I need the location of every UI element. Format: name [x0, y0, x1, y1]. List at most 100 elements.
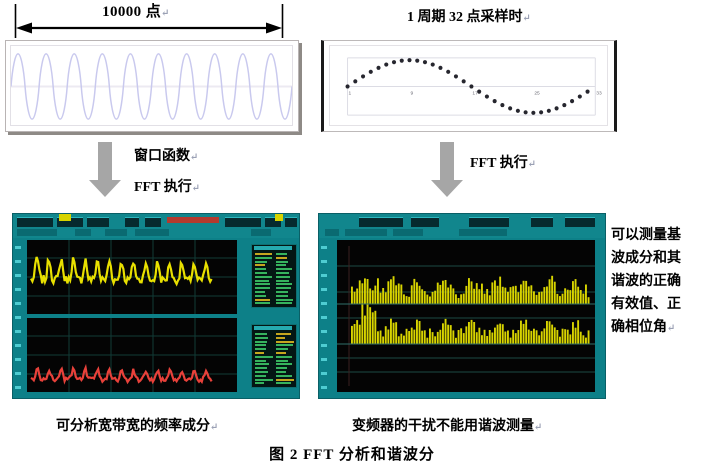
spectrum-bar	[379, 330, 382, 344]
spectrum-display-right[interactable]	[337, 240, 595, 392]
caption-right-text: 变频器的干扰不能用谐波测量	[352, 419, 534, 434]
spectrum-bar	[426, 294, 429, 304]
spectrum-bar	[585, 337, 587, 344]
spectrum-bar	[447, 324, 450, 344]
spectrum-bar	[468, 322, 470, 344]
table-row	[255, 359, 267, 362]
spectrum-bar	[442, 280, 444, 304]
table-row	[276, 264, 286, 267]
spectrum-bar	[431, 332, 434, 344]
table-row	[255, 363, 269, 366]
spectrum-bar	[525, 319, 528, 344]
spectrum-bar	[548, 321, 551, 344]
dimension-value: 10000 点	[102, 4, 162, 20]
spectrum-bar	[444, 318, 447, 344]
table-row	[255, 272, 267, 274]
spectrum-bar	[387, 329, 390, 344]
spectrum-bar	[444, 280, 447, 304]
spectrum-bar	[392, 276, 395, 304]
spectrum-bar	[491, 332, 494, 344]
sample-point	[368, 69, 373, 74]
spectrum-bar	[509, 337, 512, 344]
sample-point	[353, 79, 358, 84]
spectrum-bar	[423, 330, 426, 344]
spectrum-trace-red	[27, 318, 237, 392]
spectrum-bar	[559, 336, 561, 344]
spectrum-bar	[408, 296, 411, 304]
spectrum-display-lower-left[interactable]	[27, 318, 237, 392]
spectrum-bar	[439, 284, 442, 304]
down-arrow-left	[89, 142, 121, 197]
spectrum-bar	[452, 330, 455, 344]
spectrum-bar	[504, 331, 507, 344]
x-tick-label: 1	[349, 90, 352, 96]
table-row	[255, 291, 265, 293]
spectrum-bar	[400, 284, 403, 304]
spectrum-bar	[431, 291, 434, 304]
spectrum-bar	[390, 279, 392, 304]
spectrum-bar	[442, 323, 444, 344]
table-row	[276, 344, 294, 347]
spectrum-bar	[429, 296, 431, 304]
spectrum-bar	[473, 288, 476, 304]
spectrum-bar	[358, 280, 361, 304]
spectrum-bar	[561, 328, 564, 344]
table-row	[276, 374, 292, 377]
chassis-tick	[321, 386, 327, 389]
spectrum-bar	[377, 278, 379, 304]
table-row	[276, 378, 294, 381]
spectrum-bar	[520, 320, 522, 344]
instrument-screenshot-right[interactable]	[318, 213, 606, 399]
instrument-toolbar-left[interactable]	[13, 214, 299, 238]
spectrum-bar	[587, 330, 590, 344]
spectrum-bar	[572, 281, 574, 304]
spectrum-display-upper-left[interactable]	[27, 240, 237, 314]
spectrum-bar	[527, 286, 530, 304]
sample-point	[384, 62, 389, 67]
sample-point	[461, 79, 466, 84]
spectrum-bar	[517, 292, 520, 304]
instrument-toolbar-right[interactable]	[319, 214, 605, 238]
spectrum-bar	[369, 288, 372, 304]
table-row	[276, 302, 292, 305]
pilcrow-mark: ↵	[191, 183, 201, 194]
spectrum-bar	[455, 294, 457, 304]
spectrum-bar	[384, 326, 387, 344]
spectrum-bar	[421, 289, 424, 304]
table-row	[255, 283, 271, 286]
pilcrow-mark: ↵	[190, 152, 199, 163]
table-row	[255, 279, 269, 282]
spectrum-bar	[566, 329, 569, 344]
table-row	[255, 355, 273, 358]
sample-point	[345, 84, 350, 89]
spectrum-bar	[379, 292, 382, 304]
instrument-screenshot-left[interactable]	[12, 213, 300, 399]
spectrum-bar	[488, 330, 491, 344]
spectrum-bar	[551, 275, 554, 304]
note-line-4: 有效值、正	[611, 297, 681, 312]
spectrum-bar	[512, 329, 515, 344]
spectrum-bar	[520, 284, 522, 304]
x-tick-label: 25	[534, 90, 540, 96]
spectrum-bar	[577, 286, 580, 304]
spectrum-bar	[543, 287, 546, 304]
spectrum-bar	[494, 327, 496, 344]
table-row	[255, 348, 266, 351]
sample-point	[577, 94, 582, 99]
sample-point	[438, 65, 443, 70]
measurement-table-lower-left[interactable]	[251, 324, 297, 388]
spectrum-bar	[473, 322, 476, 344]
table-row	[255, 302, 270, 305]
spectrum-bar	[421, 330, 424, 344]
spectrum-bar	[530, 285, 533, 304]
chassis-tick	[15, 260, 21, 263]
spectrum-bar	[416, 319, 418, 344]
spectrum-bar	[535, 330, 538, 344]
table-row	[255, 374, 267, 377]
spectrum-bar	[460, 328, 463, 344]
table-row	[255, 260, 267, 263]
caption-left: 可分析宽带宽的频率成分↵	[56, 415, 218, 435]
spectrum-bar	[551, 324, 554, 344]
measurement-table-upper-left[interactable]	[251, 244, 297, 308]
spectrum-bar	[356, 288, 359, 304]
